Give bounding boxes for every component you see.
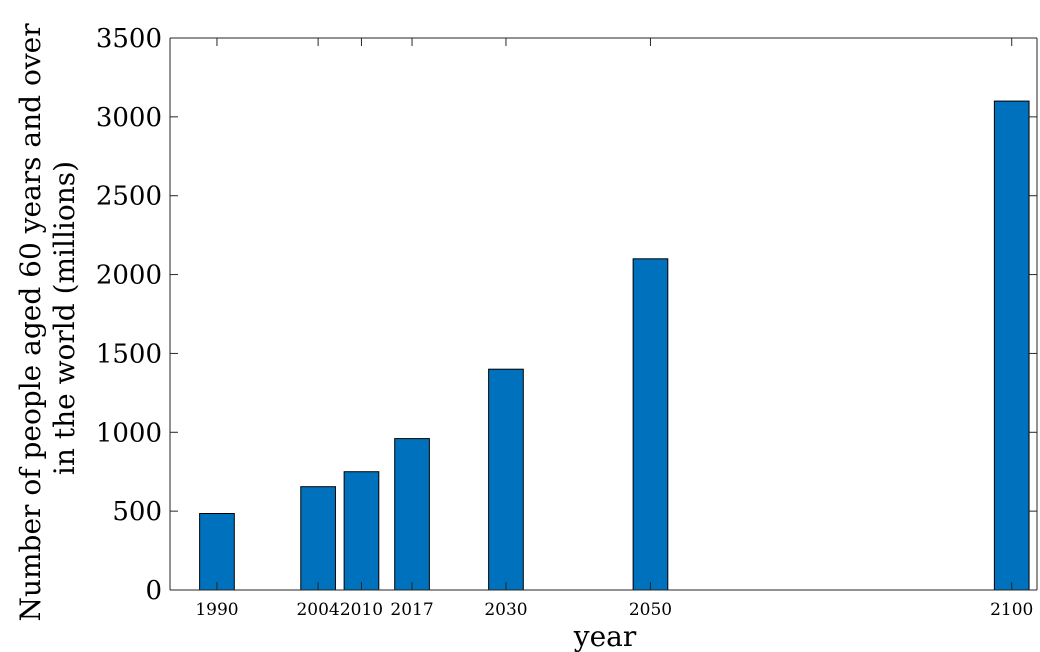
- y-tick-label: 1000: [96, 418, 162, 448]
- x-axis-label: year: [573, 620, 637, 652]
- y-tick-label: 500: [112, 497, 162, 527]
- y-axis-label-line-1: Number of people aged 60 years and over: [14, 23, 47, 622]
- y-tick-label: 0: [145, 576, 162, 606]
- bar-2050: [632, 258, 669, 591]
- y-ticks-group: 0 500 1000 1500 2000 2500 3000 3500: [96, 24, 1037, 606]
- bars-group: [199, 100, 1030, 591]
- x-ticks-group: 1990 2004 2010 2017 2030 2050 2100: [195, 38, 1033, 620]
- y-tick-label: 1500: [96, 339, 162, 369]
- y-axis-label: Number of people aged 60 years and over …: [14, 14, 81, 621]
- y-tick-label: 3500: [96, 24, 162, 54]
- x-tick-label-2004: 2004: [296, 600, 339, 620]
- x-tick-label-2010: 2010: [340, 600, 383, 620]
- y-tick-label: 2500: [96, 182, 162, 212]
- y-tick-label: 2000: [96, 261, 162, 291]
- y-axis-label-line-2: in the world (millions): [48, 161, 81, 475]
- x-tick-label-2050: 2050: [629, 600, 672, 620]
- x-tick-label-1990: 1990: [195, 600, 238, 620]
- bar-2010: [343, 471, 380, 591]
- x-tick-label-2100: 2100: [990, 600, 1033, 620]
- y-tick-label: 3000: [96, 103, 162, 133]
- bar-2100: [993, 100, 1030, 591]
- x-tick-label-2017: 2017: [390, 600, 433, 620]
- bar-2030: [488, 368, 524, 591]
- bar-2004: [300, 486, 336, 591]
- axes-group: [169, 37, 1038, 591]
- x-tick-label-2030: 2030: [484, 600, 527, 620]
- bar-1990: [199, 513, 235, 591]
- bar-2017: [394, 438, 430, 591]
